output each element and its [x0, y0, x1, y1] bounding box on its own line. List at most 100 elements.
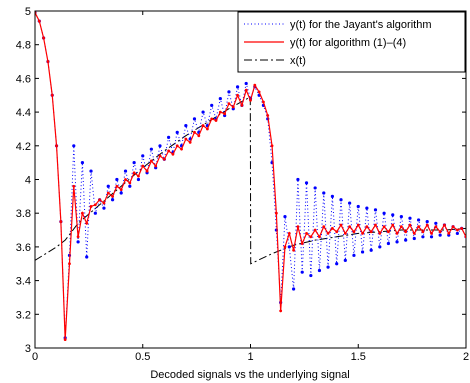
series-0-point: [408, 216, 412, 220]
y-tick-label: 3.6: [16, 242, 31, 254]
series-0-point: [352, 253, 356, 257]
series-1-point: [408, 223, 412, 227]
series-0-point: [330, 194, 334, 198]
x-tick-label: 2: [463, 351, 469, 363]
series-0-point: [391, 213, 395, 217]
series-1-point: [287, 232, 291, 235]
series-1-point: [244, 88, 248, 92]
series-0-point: [227, 90, 231, 94]
x-tick-label: 0: [32, 351, 38, 363]
series-1-point: [223, 112, 227, 116]
y-tick-label: 3.8: [16, 208, 31, 220]
series-1-point: [106, 191, 110, 195]
legend-label: y(t) for algorithm (1)–(4): [290, 37, 406, 49]
series-1-point: [382, 225, 386, 229]
series-0-point: [386, 241, 391, 246]
series-0-point: [455, 231, 459, 236]
series-1-point: [279, 309, 283, 313]
series-0-point: [296, 177, 300, 182]
series-0-point: [317, 268, 322, 273]
series-1-point: [421, 230, 425, 234]
series-1-point: [171, 152, 175, 156]
series-1-point: [63, 338, 67, 341]
series-0-point: [132, 161, 136, 165]
series-1-point: [391, 223, 395, 227]
series-0-point: [412, 236, 416, 241]
series-1-point: [85, 221, 89, 225]
series-1-point: [330, 226, 334, 230]
series-0-point: [149, 147, 153, 151]
series-1-point: [292, 248, 295, 252]
series-1-point: [399, 225, 403, 229]
series-1-point: [184, 137, 188, 141]
series-1-point: [46, 60, 50, 63]
series-0-point: [416, 218, 421, 222]
series-1-point: [266, 114, 270, 117]
series-0-point: [339, 198, 343, 202]
series-0-point: [283, 214, 287, 219]
series-1-point: [425, 223, 429, 227]
series-0-point: [326, 265, 330, 269]
series-0-point: [382, 211, 386, 215]
series-0-point: [404, 238, 408, 242]
series-1-point: [206, 127, 209, 131]
series-1-point: [175, 144, 179, 148]
series-0-point: [335, 262, 339, 266]
series-0-point: [80, 161, 85, 165]
series-1-point: [59, 220, 63, 224]
series-1-point: [326, 232, 330, 235]
series-0-point: [184, 123, 188, 128]
series-0-point: [110, 198, 115, 202]
series-0-point: [128, 184, 132, 188]
series-1-point: [296, 225, 300, 229]
series-0-point: [373, 208, 378, 212]
series-1-point: [339, 223, 343, 227]
series-1-point: [149, 159, 153, 163]
series-0-point: [438, 233, 442, 237]
series-1-point: [395, 232, 399, 235]
series-1-point: [443, 223, 446, 227]
series-1-point: [369, 230, 373, 234]
series-1-point: [50, 93, 54, 97]
series-1-point: [119, 188, 123, 192]
series-1-point: [231, 105, 235, 109]
series-1-point: [451, 225, 455, 229]
series-1-point: [335, 230, 339, 234]
series-1-point: [356, 223, 360, 227]
y-tick-label: 3.4: [16, 276, 31, 288]
series-1-point: [158, 154, 162, 158]
series-0-point: [356, 204, 360, 209]
series-1-point: [300, 242, 304, 245]
series-1-point: [128, 181, 132, 185]
series-1-point: [412, 232, 416, 235]
series-1-point: [89, 205, 93, 208]
series-0-point: [348, 201, 352, 205]
series-0-point: [365, 206, 369, 210]
series-1-point: [404, 230, 408, 234]
series-0-point: [287, 245, 291, 249]
legend: y(t) for the Jayant's algorithm y(t) for …: [237, 11, 466, 73]
series-1-point: [154, 164, 158, 168]
series-1-point: [455, 228, 459, 232]
series-1-point: [93, 203, 97, 207]
series-1-point: [447, 232, 451, 235]
series-1-point: [417, 225, 420, 229]
legend-label: y(t) for the Jayant's algorithm: [290, 19, 432, 31]
series-0-point: [167, 135, 171, 139]
series-1-point: [180, 147, 183, 151]
series-0-point: [429, 235, 434, 239]
series-0-point: [378, 245, 382, 249]
series-0-point: [76, 240, 80, 244]
series-0-point: [421, 235, 425, 239]
series-1-point: [227, 102, 231, 106]
series-1-point: [253, 83, 257, 87]
x-tick-label: 1.5: [351, 351, 366, 363]
series-0-point: [72, 144, 76, 148]
y-tick-label: 4.6: [16, 73, 31, 85]
series-1-point: [132, 171, 136, 175]
series-0-point: [102, 206, 106, 210]
series-1-point: [460, 226, 464, 230]
y-tick-label: 4.2: [16, 141, 31, 153]
series-0-point: [158, 144, 162, 148]
